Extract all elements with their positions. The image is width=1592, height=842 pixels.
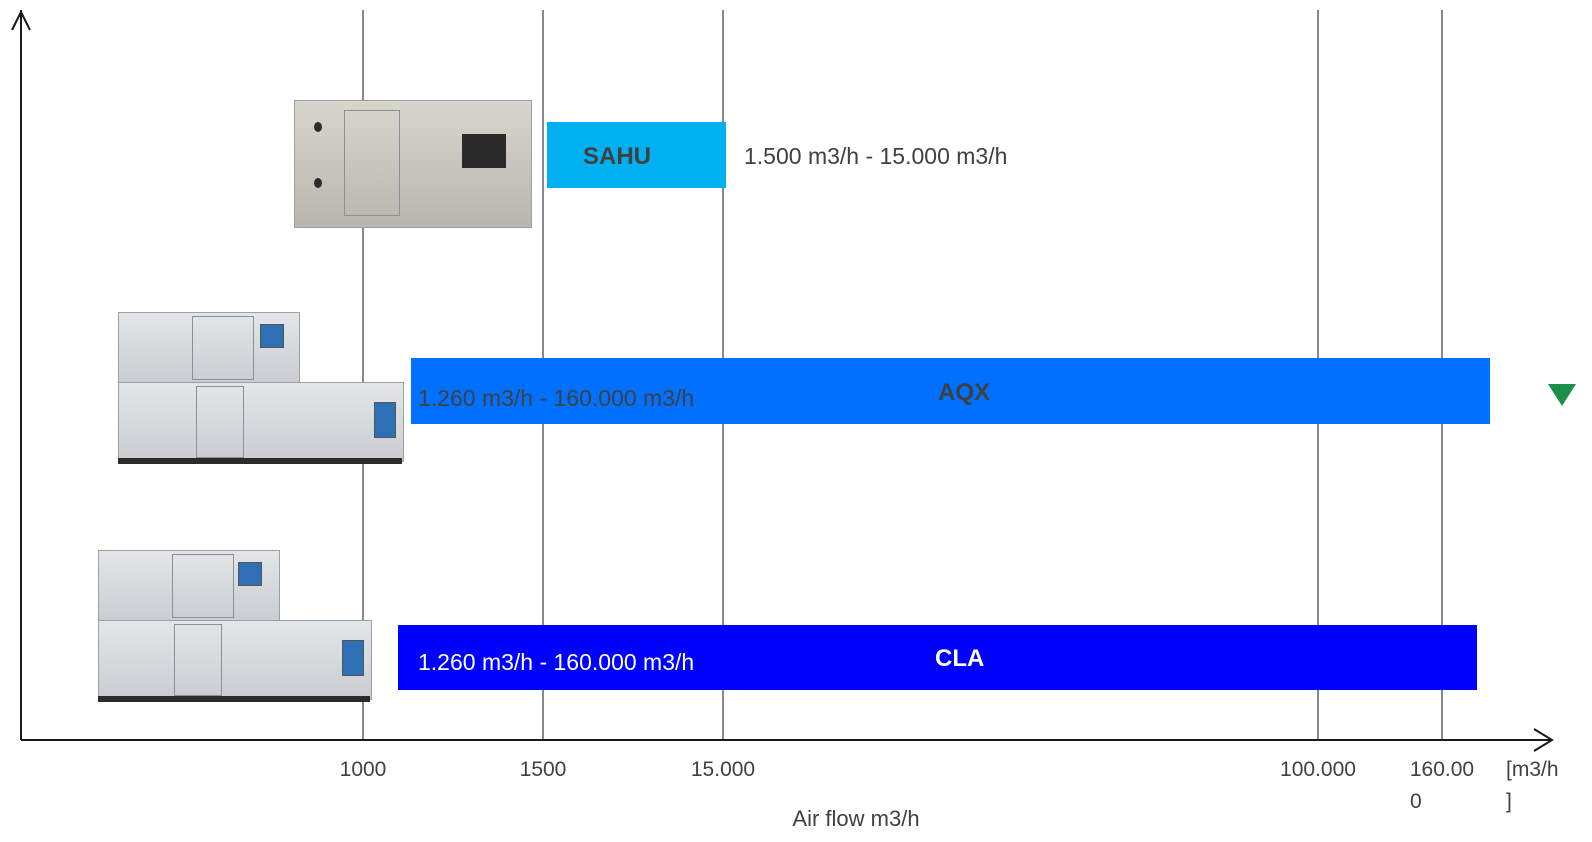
x-tick-label: 15.000: [691, 758, 755, 781]
x-tick-label: 100.000: [1280, 758, 1356, 781]
x-unit-label: [m3/h: [1506, 758, 1559, 781]
bar-aqx: [411, 358, 1490, 424]
logo-icon: [1548, 384, 1576, 406]
sahu-unit-image: [294, 100, 532, 240]
bar-sahu: [547, 122, 726, 188]
x-axis-arrow: [1533, 728, 1554, 752]
bar-label-sahu: SAHU: [583, 143, 651, 170]
x-tick-label: 160.00: [1410, 758, 1474, 781]
aqx-unit-image: [112, 298, 404, 476]
bar-label-cla: CLA: [935, 645, 984, 672]
bar-cla: [398, 625, 1477, 690]
bar-label-aqx: AQX: [938, 379, 990, 406]
range-label-aqx: 1.260 m3/h - 160.000 m3/h: [418, 385, 694, 411]
x-tick-label: 1500: [520, 758, 567, 781]
x-tick-label: 1000: [340, 758, 387, 781]
x-tick-label-wrap: 0: [1410, 790, 1422, 813]
range-label-cla: 1.260 m3/h - 160.000 m3/h: [418, 649, 694, 675]
x-axis-title: Air flow m3/h: [792, 806, 919, 831]
y-axis-arrow: [11, 9, 31, 31]
x-unit-label-wrap: ]: [1506, 790, 1512, 813]
cla-unit-image: [90, 536, 382, 714]
range-label-sahu: 1.500 m3/h - 15.000 m3/h: [744, 143, 1007, 169]
